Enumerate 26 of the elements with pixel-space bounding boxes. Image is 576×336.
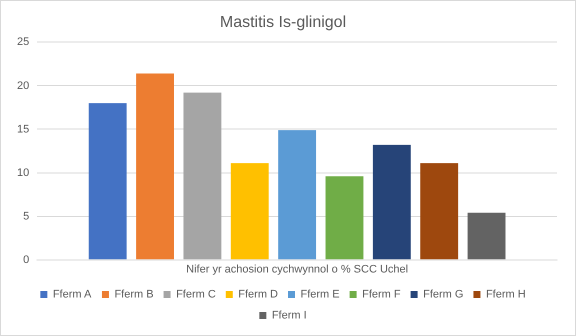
legend-label: Fferm I xyxy=(272,310,307,322)
bar xyxy=(88,103,127,260)
legend-label: Fferm F xyxy=(362,288,401,301)
legend-label: Fferm B xyxy=(114,288,154,301)
legend-label: Fferm E xyxy=(300,288,340,301)
legend-label: Fferm G xyxy=(423,288,464,301)
x-tick-label: Nifer yr achosion cychwynnol o % SCC Uchel xyxy=(186,263,408,276)
y-tick-label: 20 xyxy=(16,80,30,92)
legend-label: Fferm C xyxy=(176,288,216,301)
bar xyxy=(372,144,411,260)
bar xyxy=(230,163,269,260)
bar xyxy=(136,74,174,260)
legend-label: Fferm D xyxy=(238,288,278,301)
bar xyxy=(326,176,364,260)
legend-label: Fferm H xyxy=(486,288,526,301)
y-tick-label: 25 xyxy=(16,36,30,48)
legend-label: Fferm A xyxy=(52,288,92,301)
y-tick-label: 10 xyxy=(16,166,30,179)
y-tick-label: 0 xyxy=(23,254,30,266)
y-tick-label: 15 xyxy=(16,123,30,136)
bar xyxy=(183,92,222,260)
chart-title: Mastitis Is-glinigol xyxy=(220,14,346,32)
y-tick-label: 5 xyxy=(23,210,30,222)
bar xyxy=(468,212,506,260)
bar xyxy=(420,163,458,260)
bar xyxy=(278,130,316,260)
